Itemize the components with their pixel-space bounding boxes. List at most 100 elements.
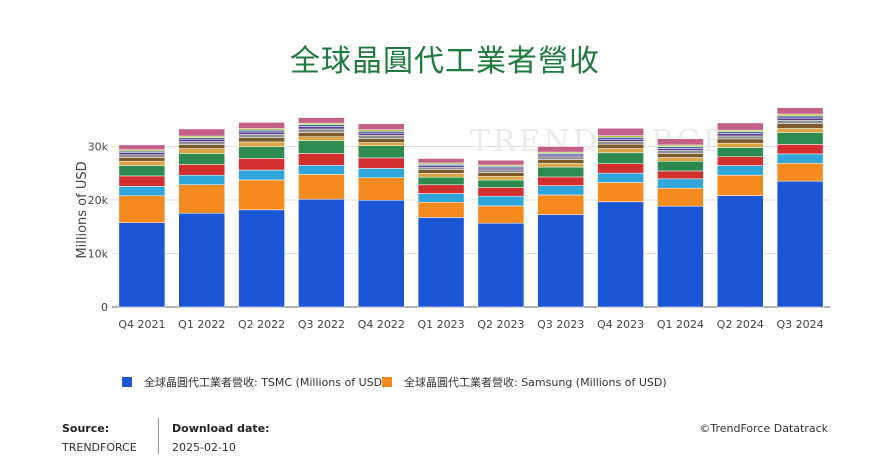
bar-segment[interactable] — [477, 169, 525, 173]
bar-segment[interactable] — [118, 154, 166, 158]
bar-segment[interactable] — [358, 177, 405, 201]
bar-segment[interactable] — [238, 146, 285, 159]
bar-segment[interactable] — [358, 199, 405, 308]
bar-segment[interactable] — [657, 157, 704, 162]
bar-segment[interactable] — [597, 144, 644, 149]
bar-segment[interactable] — [657, 153, 704, 158]
bar-segment[interactable] — [537, 214, 584, 308]
bar-segment[interactable] — [238, 131, 285, 135]
bar-segment[interactable] — [298, 136, 345, 141]
bar-segment[interactable] — [417, 158, 465, 164]
legend-item-samsung[interactable]: 全球晶圓代工業者營收: Samsung (Millions of USD) — [382, 374, 667, 390]
bar-segment[interactable] — [657, 161, 704, 172]
bar-segment[interactable] — [537, 159, 584, 164]
bar-segment[interactable] — [238, 122, 285, 129]
bar-segment[interactable] — [118, 165, 166, 177]
bar-segment[interactable] — [657, 146, 704, 149]
bar-segment[interactable] — [358, 138, 405, 143]
bar-segment[interactable] — [178, 148, 225, 154]
bar-segment[interactable] — [118, 195, 166, 223]
bar-segment[interactable] — [477, 195, 525, 207]
bar-segment[interactable] — [178, 138, 225, 142]
bar-segment[interactable] — [118, 144, 166, 150]
legend-item-tsmc[interactable]: 全球晶圓代工業者營收: TSMC (Millions of USD) — [122, 374, 386, 390]
bar-segment[interactable] — [358, 131, 405, 134]
bar-segment[interactable] — [597, 137, 644, 140]
bar-segment[interactable] — [776, 117, 824, 121]
bar-segment[interactable] — [417, 193, 465, 203]
bar-segment[interactable] — [597, 163, 644, 174]
bar-segment[interactable] — [776, 153, 824, 164]
bar-segment[interactable] — [776, 113, 824, 117]
bar-segment[interactable] — [477, 205, 525, 224]
bar-segment[interactable] — [417, 169, 465, 174]
bar-segment[interactable] — [776, 144, 824, 155]
bar-segment[interactable] — [597, 138, 644, 142]
bar-segment[interactable] — [238, 141, 285, 147]
bar-segment[interactable] — [417, 173, 465, 178]
bar-segment[interactable] — [238, 179, 285, 211]
bar-segment[interactable] — [178, 174, 225, 185]
bar-segment[interactable] — [717, 142, 764, 148]
bar-segment[interactable] — [238, 134, 285, 138]
bar-segment[interactable] — [298, 126, 345, 130]
bar-segment[interactable] — [477, 172, 525, 177]
bar-segment[interactable] — [717, 156, 764, 166]
bar-segment[interactable] — [238, 137, 285, 143]
bar-segment[interactable] — [776, 107, 824, 115]
bar-segment[interactable] — [238, 158, 285, 171]
bar-segment[interactable] — [238, 169, 285, 181]
bar-segment[interactable] — [537, 166, 584, 178]
bar-segment[interactable] — [776, 120, 824, 124]
bar-segment[interactable] — [597, 182, 644, 203]
bar-segment[interactable] — [417, 201, 465, 218]
bar-segment[interactable] — [657, 187, 704, 207]
bar-segment[interactable] — [597, 128, 644, 136]
bar-segment[interactable] — [657, 138, 704, 146]
bar-segment[interactable] — [358, 168, 405, 178]
bar-segment[interactable] — [776, 132, 824, 145]
bar-segment[interactable] — [717, 138, 764, 144]
bar-segment[interactable] — [178, 212, 225, 308]
bar-segment[interactable] — [417, 167, 465, 170]
bar-segment[interactable] — [776, 123, 824, 129]
bar-segment[interactable] — [537, 176, 584, 186]
bar-segment[interactable] — [298, 153, 345, 166]
bar-segment[interactable] — [298, 128, 345, 133]
bar-segment[interactable] — [776, 180, 824, 308]
bar-segment[interactable] — [238, 209, 285, 308]
bar-segment[interactable] — [358, 132, 405, 136]
bar-segment[interactable] — [657, 170, 704, 180]
bar-segment[interactable] — [717, 122, 764, 131]
bar-segment[interactable] — [597, 201, 644, 308]
bar-segment[interactable] — [537, 194, 584, 215]
bar-segment[interactable] — [477, 159, 525, 166]
bar-segment[interactable] — [298, 198, 345, 308]
bar-segment[interactable] — [537, 154, 584, 158]
bar-segment[interactable] — [597, 148, 644, 154]
bar-segment[interactable] — [717, 195, 764, 308]
bar-segment[interactable] — [178, 184, 225, 214]
bar-segment[interactable] — [477, 187, 525, 197]
bar-segment[interactable] — [358, 145, 405, 159]
bar-segment[interactable] — [358, 142, 405, 147]
bar-segment[interactable] — [717, 174, 764, 196]
bar-segment[interactable] — [118, 222, 166, 308]
bar-segment[interactable] — [776, 162, 824, 182]
bar-segment[interactable] — [118, 157, 166, 162]
bar-segment[interactable] — [597, 152, 644, 164]
bar-segment[interactable] — [717, 131, 764, 134]
bar-segment[interactable] — [657, 178, 704, 189]
bar-segment[interactable] — [537, 146, 584, 153]
bar-segment[interactable] — [417, 176, 465, 186]
bar-segment[interactable] — [717, 133, 764, 137]
bar-segment[interactable] — [657, 150, 704, 154]
bar-segment[interactable] — [417, 184, 465, 194]
bar-segment[interactable] — [178, 141, 225, 145]
bar-segment[interactable] — [477, 179, 525, 188]
bar-segment[interactable] — [118, 186, 166, 197]
bar-segment[interactable] — [358, 123, 405, 130]
bar-segment[interactable] — [776, 128, 824, 134]
bar-segment[interactable] — [717, 135, 764, 140]
bar-segment[interactable] — [417, 217, 465, 308]
